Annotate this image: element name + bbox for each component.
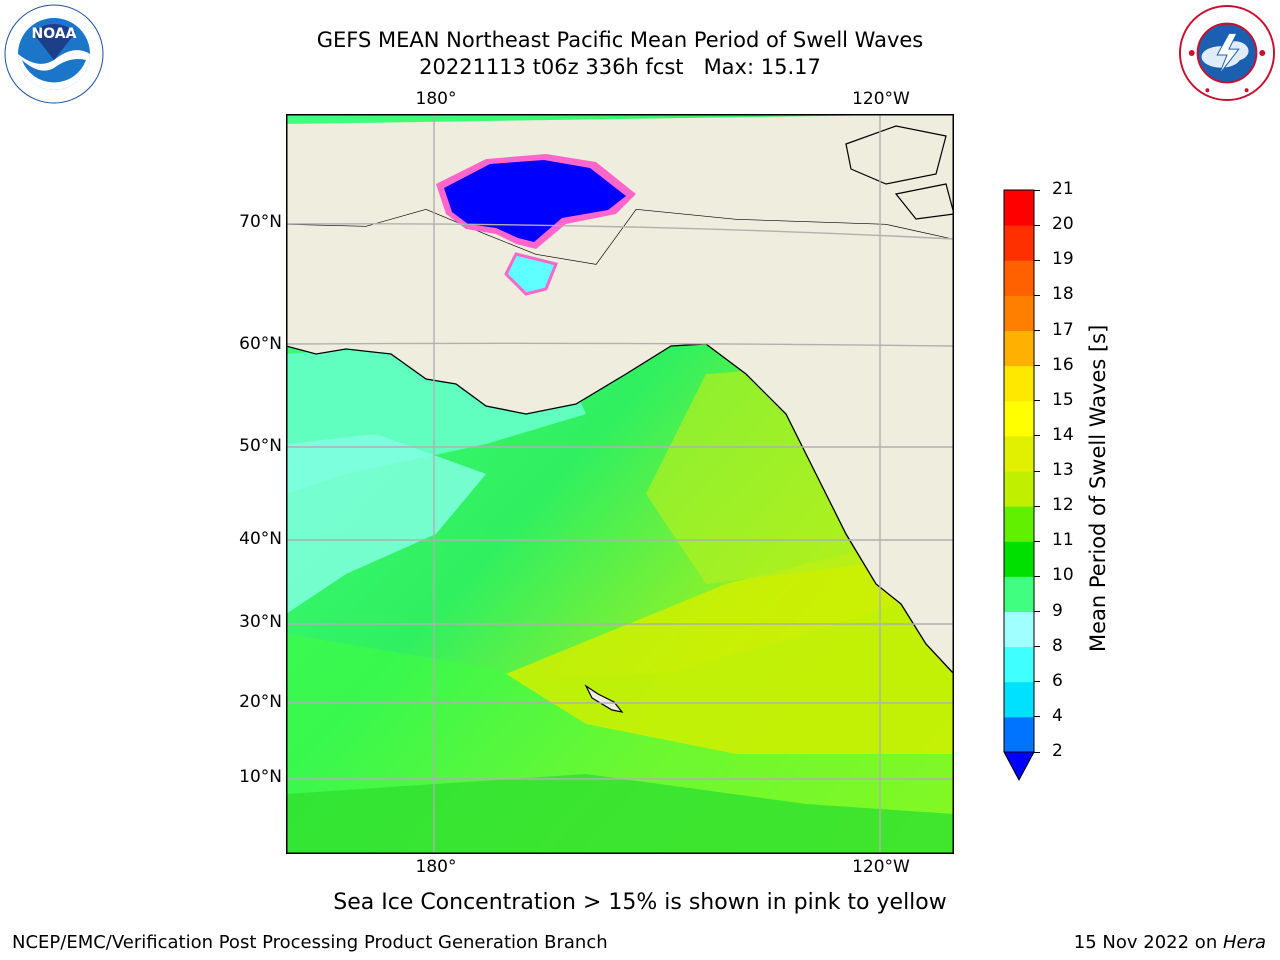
colorbar-tick-label: 8: [1052, 635, 1063, 656]
lon-label-bottom-180: 180°: [415, 857, 457, 877]
colorbar-segment: [1004, 260, 1034, 296]
sea-ice-note: Sea Ice Concentration > 15% is shown in …: [333, 890, 947, 915]
colorbar-tick-mark: [1034, 330, 1040, 331]
lon-label-bottom-120w: 120°W: [852, 857, 910, 877]
colorbar-segment: [1004, 611, 1034, 648]
plot-title-line1: GEFS MEAN Northeast Pacific Mean Period …: [316, 28, 924, 52]
colorbar-tick-mark: [1034, 294, 1040, 296]
lat-label-50n: 50°N: [239, 436, 282, 456]
colorbar-segment: [1004, 646, 1034, 683]
nws-logo: [1178, 4, 1276, 102]
colorbar-segment: [1004, 365, 1034, 402]
colorbar-label: Mean Period of Swell Waves [s]: [1086, 324, 1110, 652]
colorbar-tick-label: 11: [1052, 530, 1074, 551]
colorbar-tick-mark: [1034, 470, 1040, 472]
colorbar-tick-label: 2: [1052, 741, 1063, 761]
colorbar-tick-mark: [1034, 611, 1040, 612]
colorbar-tick-mark: [1034, 224, 1040, 226]
colorbar-tick-label: 14: [1052, 424, 1074, 445]
lat-label-60n: 60°N: [239, 334, 282, 354]
colorbar-tick-mark: [1034, 681, 1040, 683]
colorbar-tick-mark: [1034, 575, 1040, 577]
colorbar-segment: [1004, 541, 1034, 577]
colorbar-tick-mark: [1034, 365, 1040, 367]
colorbar-segment: [1004, 190, 1034, 226]
colorbar-segment: [1004, 330, 1034, 367]
colorbar-segment: [1004, 400, 1034, 437]
land-masses: [286, 114, 954, 713]
colorbar-tick-mark: [1034, 435, 1040, 437]
plot-title-line2: 20221113 t06z 336h fcst Max: 15.17: [419, 55, 821, 79]
colorbar-tick-label: 15: [1052, 389, 1074, 410]
lat-label-70n: 70°N: [239, 212, 282, 232]
colorbar-tick-label: 16: [1052, 354, 1074, 375]
sea-ice-area: [436, 154, 636, 296]
colorbar-tick-label: 13: [1052, 460, 1074, 480]
colorbar-tick-label: 21: [1052, 179, 1074, 199]
colorbar-tick-label: 18: [1052, 284, 1074, 305]
noaa-logo-text: NOAA: [32, 26, 77, 42]
lon-label-top-180: 180°: [415, 89, 457, 109]
colorbar-segment: [1004, 295, 1034, 331]
colorbar-tick-label: 19: [1052, 249, 1074, 270]
colorbar-tick-mark: [1034, 189, 1040, 191]
footer-left: NCEP/EMC/Verification Post Processing Pr…: [12, 932, 608, 953]
colorbar-tick-mark: [1034, 400, 1040, 402]
colorbar-tick-label: 12: [1052, 495, 1074, 516]
colorbar-min-extension: [1003, 751, 1035, 782]
colorbar-tick-label: 6: [1052, 670, 1063, 691]
noaa-logo: NOAA: [4, 4, 104, 104]
graticule: [286, 114, 954, 854]
lat-label-10n: 10°N: [239, 767, 282, 787]
colorbar-segment: [1004, 506, 1034, 542]
colorbar-tick-mark: [1034, 646, 1040, 648]
lat-label-30n: 30°N: [239, 612, 282, 632]
colorbar-tick-label: 10: [1052, 565, 1074, 586]
colorbar-segment: [1004, 471, 1034, 507]
map-frame: [286, 114, 954, 854]
footer-host: Hera: [1222, 932, 1266, 953]
colorbar-tick-mark: [1034, 540, 1040, 542]
colorbar-tick-label: 4: [1052, 705, 1063, 726]
colorbar-segment: [1004, 225, 1034, 261]
colorbar: [1003, 189, 1035, 782]
swell-period-map: [286, 114, 954, 854]
colorbar-tick-mark: [1034, 505, 1040, 507]
footer-date: 15 Nov 2022 on: [1073, 932, 1223, 953]
colorbar-tick-mark: [1034, 751, 1040, 753]
lon-label-top-120w: 120°W: [852, 89, 910, 109]
colorbar-segment: [1004, 681, 1034, 718]
footer-right: 15 Nov 2022 on Hera: [1074, 932, 1266, 953]
colorbar-tick-label: 9: [1052, 600, 1063, 621]
colorbar-segment: [1004, 716, 1034, 753]
colorbar-tick-label: 20: [1052, 214, 1074, 235]
colorbar-tick-mark: [1034, 716, 1040, 718]
lat-label-40n: 40°N: [239, 529, 282, 549]
colorbar-tick-mark: [1034, 259, 1040, 261]
colorbar-segment: [1004, 576, 1034, 612]
lat-label-20n: 20°N: [239, 692, 282, 712]
colorbar-tick-label: 17: [1052, 319, 1074, 340]
colorbar-segment: [1004, 435, 1034, 472]
